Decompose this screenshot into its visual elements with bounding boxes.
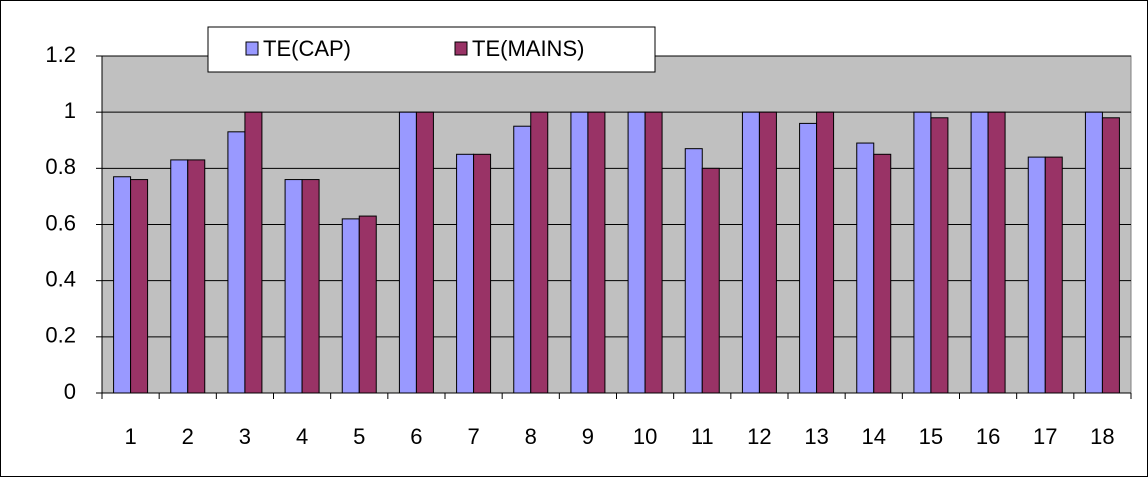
legend-box bbox=[207, 26, 656, 73]
bar bbox=[627, 111, 646, 394]
bar bbox=[130, 179, 149, 394]
x-tick-label: 10 bbox=[633, 424, 657, 449]
bar bbox=[856, 142, 875, 394]
bar bbox=[187, 159, 206, 394]
y-tick-label: 1 bbox=[64, 98, 76, 123]
y-tick-label: 0 bbox=[64, 379, 76, 404]
bar bbox=[1027, 156, 1046, 394]
x-tick-label: 8 bbox=[525, 424, 537, 449]
x-tick-label: 9 bbox=[582, 424, 594, 449]
x-tick-label: 6 bbox=[410, 424, 422, 449]
y-tick-label: 0.8 bbox=[45, 154, 76, 179]
x-tick-label: 5 bbox=[353, 424, 365, 449]
bar bbox=[341, 218, 360, 394]
bar bbox=[170, 159, 189, 394]
bar bbox=[227, 131, 246, 394]
x-tick-label: 2 bbox=[182, 424, 194, 449]
bar bbox=[987, 111, 1006, 394]
x-tick-label: 4 bbox=[296, 424, 308, 449]
legend-label: TE(MAINS) bbox=[472, 36, 584, 61]
bar bbox=[301, 179, 320, 394]
bar bbox=[456, 153, 475, 394]
bar bbox=[570, 111, 589, 394]
bar bbox=[701, 167, 720, 394]
x-tick-label: 17 bbox=[1033, 424, 1057, 449]
x-tick-label: 13 bbox=[804, 424, 828, 449]
bar bbox=[873, 153, 892, 394]
x-tick-label: 12 bbox=[747, 424, 771, 449]
bar bbox=[284, 179, 303, 394]
bar bbox=[1101, 117, 1120, 394]
bar bbox=[530, 111, 549, 394]
y-tick-label: 0.6 bbox=[45, 210, 76, 235]
x-tick-label: 7 bbox=[467, 424, 479, 449]
bar bbox=[587, 111, 606, 394]
x-tick-label: 1 bbox=[124, 424, 136, 449]
x-tick-label: 16 bbox=[976, 424, 1000, 449]
bar bbox=[799, 122, 818, 394]
legend-swatch bbox=[245, 41, 259, 56]
bar bbox=[513, 125, 532, 394]
bar bbox=[358, 215, 377, 394]
legend-swatch bbox=[454, 41, 468, 56]
bar bbox=[1044, 156, 1063, 394]
x-tick-label: 15 bbox=[919, 424, 943, 449]
bar bbox=[758, 111, 777, 394]
bar bbox=[741, 111, 760, 394]
x-tick-label: 3 bbox=[239, 424, 251, 449]
bar bbox=[644, 111, 663, 394]
bar bbox=[1084, 111, 1103, 394]
bar bbox=[913, 111, 932, 394]
y-tick-label: 0.4 bbox=[45, 266, 76, 291]
x-tick-label: 18 bbox=[1090, 424, 1114, 449]
x-tick-label: 11 bbox=[691, 424, 714, 449]
bar bbox=[415, 111, 434, 394]
bar bbox=[684, 148, 703, 394]
bar bbox=[473, 153, 492, 394]
bar bbox=[398, 111, 417, 394]
x-tick-label: 14 bbox=[862, 424, 886, 449]
y-tick-label: 1.2 bbox=[45, 42, 76, 67]
bar bbox=[244, 111, 263, 394]
bar bbox=[816, 111, 835, 394]
y-tick-label: 0.2 bbox=[45, 323, 76, 348]
bar bbox=[930, 117, 949, 394]
bar bbox=[113, 176, 132, 394]
bar bbox=[970, 111, 989, 394]
legend-label: TE(CAP) bbox=[263, 36, 351, 61]
